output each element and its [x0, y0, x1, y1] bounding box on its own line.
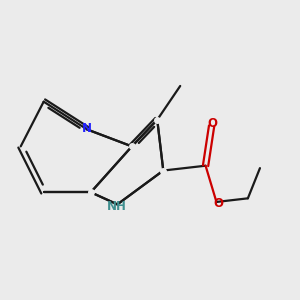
Text: O: O — [208, 117, 218, 130]
Text: O: O — [213, 197, 224, 210]
Text: N: N — [82, 122, 92, 135]
Text: NH: NH — [106, 200, 126, 213]
